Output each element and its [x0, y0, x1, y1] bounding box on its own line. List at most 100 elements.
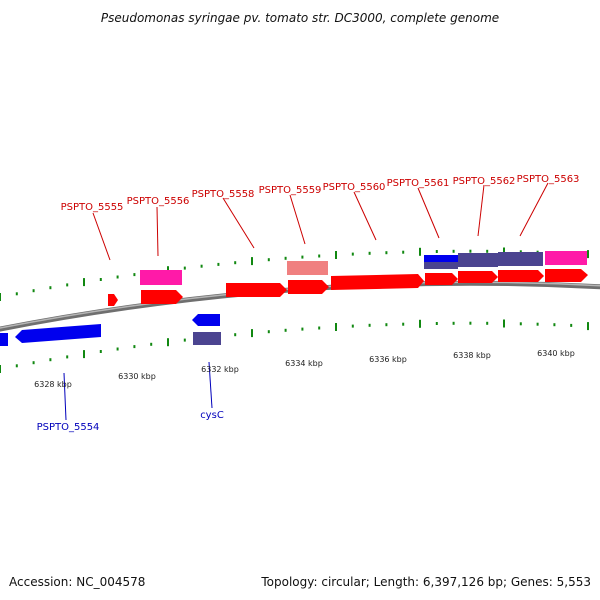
tick-label-6334: 6334 kbp	[285, 359, 323, 368]
gene-pspto-5563-b[interactable]	[545, 269, 588, 282]
tick-lower-major-10	[167, 338, 169, 347]
label-pspto-5559[interactable]: PSPTO_5559	[259, 185, 322, 245]
tick-label-6340: 6340 kbp	[537, 349, 575, 358]
gene-pspto-5563-slate[interactable]	[498, 252, 543, 266]
tick-lower-minor-1	[15, 364, 18, 368]
tick-upper-minor-28	[469, 249, 472, 253]
tick-lower-minor-26	[435, 322, 438, 325]
tick-upper-minor-23	[385, 251, 388, 255]
label-pspto-5562[interactable]: PSPTO_5562	[453, 176, 516, 237]
gene-cysc-slate[interactable]	[193, 332, 221, 345]
tick-upper-major-20	[335, 251, 337, 259]
tick-lower-minor-27	[452, 321, 455, 325]
label-pspto-5559-text: PSPTO_5559	[259, 185, 322, 196]
tick-upper-minor-2	[32, 289, 35, 293]
tick-lower-minor-28	[469, 321, 472, 325]
gene-labels-lower: PSPTO_5554 cysC	[37, 361, 224, 433]
tick-upper-minor-11	[183, 266, 186, 270]
gene-pspto-5558[interactable]	[226, 283, 287, 297]
tick-lower-minor-4	[66, 355, 69, 359]
label-pspto-5560-text: PSPTO_5560	[323, 182, 386, 193]
label-pspto-5561[interactable]: PSPTO_5561	[387, 178, 450, 239]
tick-label-6328: 6328 kbp	[34, 380, 72, 389]
gene-labels-upper: PSPTO_5555 PSPTO_5556 PSPTO_5558 PSPTO_5…	[61, 174, 580, 261]
tick-lower-major-0	[0, 365, 1, 373]
axis-tick-labels: 6328 kbp 6330 kbp 6332 kbp 6334 kbp 6336…	[34, 349, 575, 389]
tick-upper-minor-22	[368, 251, 371, 255]
tick-lower-major-5	[83, 350, 85, 359]
accession-text: Accession: NC_004578	[9, 575, 145, 589]
tick-lower-major-20	[335, 323, 337, 331]
tick-upper-minor-27	[452, 249, 455, 253]
tick-upper-major-30	[503, 247, 505, 256]
gene-pspto-5561-blue[interactable]	[424, 255, 458, 262]
label-pspto-5555[interactable]: PSPTO_5555	[61, 202, 124, 261]
gene-pspto-5561[interactable]	[425, 273, 458, 285]
label-pspto-5554-text: PSPTO_5554	[37, 422, 100, 433]
tick-upper-minor-16	[267, 258, 270, 262]
tick-lower-major-15	[251, 329, 253, 338]
tick-lower-minor-34	[570, 323, 573, 327]
label-pspto-5562-text: PSPTO_5562	[453, 176, 516, 187]
gene-pspto-5559[interactable]	[288, 280, 329, 294]
gene-pspto-5560[interactable]	[331, 274, 424, 290]
gene-pspto-5556[interactable]	[141, 290, 183, 304]
gene-pspto-5562[interactable]	[458, 271, 498, 283]
gene-pspto-5563[interactable]	[498, 270, 544, 282]
tick-label-6332: 6332 kbp	[201, 365, 239, 374]
gene-cysc[interactable]	[192, 314, 220, 326]
label-pspto-5560[interactable]: PSPTO_5560	[323, 182, 386, 241]
gene-pspto-5563-rna[interactable]	[545, 251, 587, 265]
gene-pspto-5553[interactable]	[0, 333, 8, 346]
gene-pspto-5562-slate[interactable]	[458, 253, 498, 267]
tick-lower-major-30	[503, 319, 505, 328]
label-pspto-5558[interactable]: PSPTO_5558	[192, 189, 255, 249]
tick-upper-major-15	[251, 257, 253, 266]
gene-pspto-5556-rna[interactable]	[140, 270, 182, 285]
tick-lower-minor-2	[32, 361, 35, 365]
tick-lower-minor-24	[402, 322, 405, 326]
tick-lower-minor-9	[150, 342, 153, 346]
tick-label-6330: 6330 kbp	[118, 372, 156, 381]
tick-upper-minor-19	[318, 254, 321, 258]
label-pspto-5556[interactable]: PSPTO_5556	[127, 196, 190, 257]
tick-upper-minor-6	[99, 278, 102, 281]
label-pspto-5558-text: PSPTO_5558	[192, 189, 255, 200]
tick-upper-minor-14	[234, 261, 237, 265]
tick-upper-major-35	[587, 250, 589, 259]
tick-lower-minor-22	[368, 323, 371, 327]
label-pspto-5556-text: PSPTO_5556	[127, 196, 190, 207]
label-pspto-5563-text: PSPTO_5563	[517, 174, 580, 185]
tick-lower-minor-31	[519, 322, 522, 326]
gene-pspto-5554[interactable]	[15, 324, 101, 343]
label-cysc[interactable]: cysC	[200, 361, 224, 421]
tick-upper-major-5	[83, 278, 85, 287]
tick-lower-major-35	[587, 322, 589, 331]
label-pspto-5555-text: PSPTO_5555	[61, 202, 124, 213]
tick-lower-minor-7	[116, 347, 119, 351]
tick-upper-minor-4	[66, 283, 69, 287]
tick-lower-minor-17	[284, 328, 287, 332]
label-cysc-text: cysC	[200, 410, 224, 421]
tick-lower-minor-11	[183, 338, 186, 342]
tick-lower-minor-21	[351, 324, 354, 328]
gene-track-upper	[108, 251, 588, 306]
tick-lower-minor-6	[99, 350, 102, 353]
tick-upper-major-25	[419, 247, 421, 256]
tick-lower-minor-8	[133, 345, 136, 349]
tick-upper-minor-17	[284, 256, 287, 260]
gene-pspto-5559-rna[interactable]	[287, 261, 328, 275]
tick-lower-minor-3	[49, 358, 52, 362]
tick-upper-minor-24	[402, 250, 405, 254]
gene-pspto-5561-slate[interactable]	[424, 262, 458, 269]
label-pspto-5563[interactable]: PSPTO_5563	[517, 174, 580, 237]
label-pspto-5554[interactable]: PSPTO_5554	[37, 372, 100, 433]
tick-lower-minor-19	[318, 326, 321, 330]
tick-lower-minor-32	[536, 322, 539, 326]
tick-upper-major-0	[0, 293, 1, 301]
tick-upper-minor-26	[435, 250, 438, 253]
label-pspto-5561-text: PSPTO_5561	[387, 178, 450, 189]
tick-upper-minor-12	[200, 264, 203, 268]
gene-pspto-5555[interactable]	[108, 294, 118, 306]
